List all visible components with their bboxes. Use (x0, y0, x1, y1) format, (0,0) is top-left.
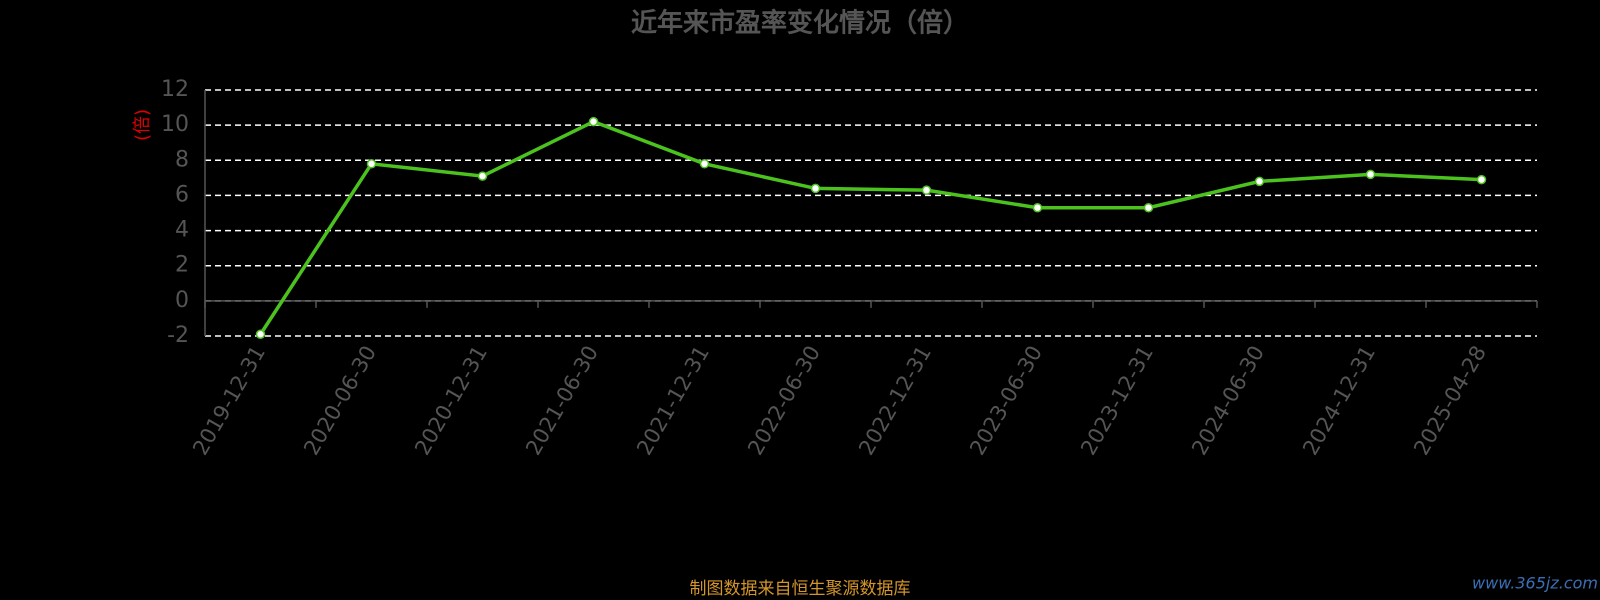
data-point (1032, 202, 1043, 213)
y-axis-label: (倍) (132, 109, 153, 141)
watermark: www.365jz.com (1472, 574, 1598, 593)
x-tick-label: 2020-12-31 (410, 342, 492, 460)
data-point (1254, 176, 1265, 187)
chart-title: 近年来市盈率变化情况（倍） (631, 8, 969, 39)
x-tick-label: 2021-12-31 (632, 342, 714, 460)
y-tick-label: 0 (175, 288, 189, 313)
data-point (1476, 174, 1487, 185)
y-tick-label: 8 (175, 147, 189, 172)
data-point (255, 329, 266, 339)
data-point (366, 159, 377, 169)
data-point (1365, 169, 1376, 180)
y-tick-label: 10 (161, 112, 189, 137)
y-tick-label: 12 (161, 77, 189, 102)
x-tick-label: 2022-12-31 (854, 342, 936, 460)
x-tick-label: 2025-04-28 (1409, 342, 1491, 460)
line-series (259, 119, 1482, 336)
source-note: 制图数据来自恒生聚源数据库 (690, 579, 911, 599)
y-tick-label: 4 (175, 218, 189, 243)
x-tick-label: 2023-12-31 (1076, 342, 1158, 460)
data-point (477, 171, 488, 181)
y-tick-label: 2 (175, 253, 189, 278)
y-tick-label: 6 (175, 182, 189, 207)
data-point (921, 185, 932, 195)
data-point (588, 116, 599, 127)
x-tick-label: 2022-06-30 (743, 342, 825, 460)
x-tick-label: 2024-12-31 (1298, 342, 1380, 460)
data-point (1143, 202, 1154, 213)
data-point (810, 183, 821, 194)
x-tick-label: 2023-06-30 (965, 342, 1047, 460)
x-tick-label: 2024-06-30 (1187, 342, 1269, 460)
x-tick-label: 2021-06-30 (521, 342, 603, 460)
y-tick-label: -2 (167, 323, 189, 348)
x-tick-label: 2020-06-30 (299, 342, 381, 460)
data-point (699, 159, 710, 169)
x-tick-label: 2019-12-31 (188, 342, 270, 460)
